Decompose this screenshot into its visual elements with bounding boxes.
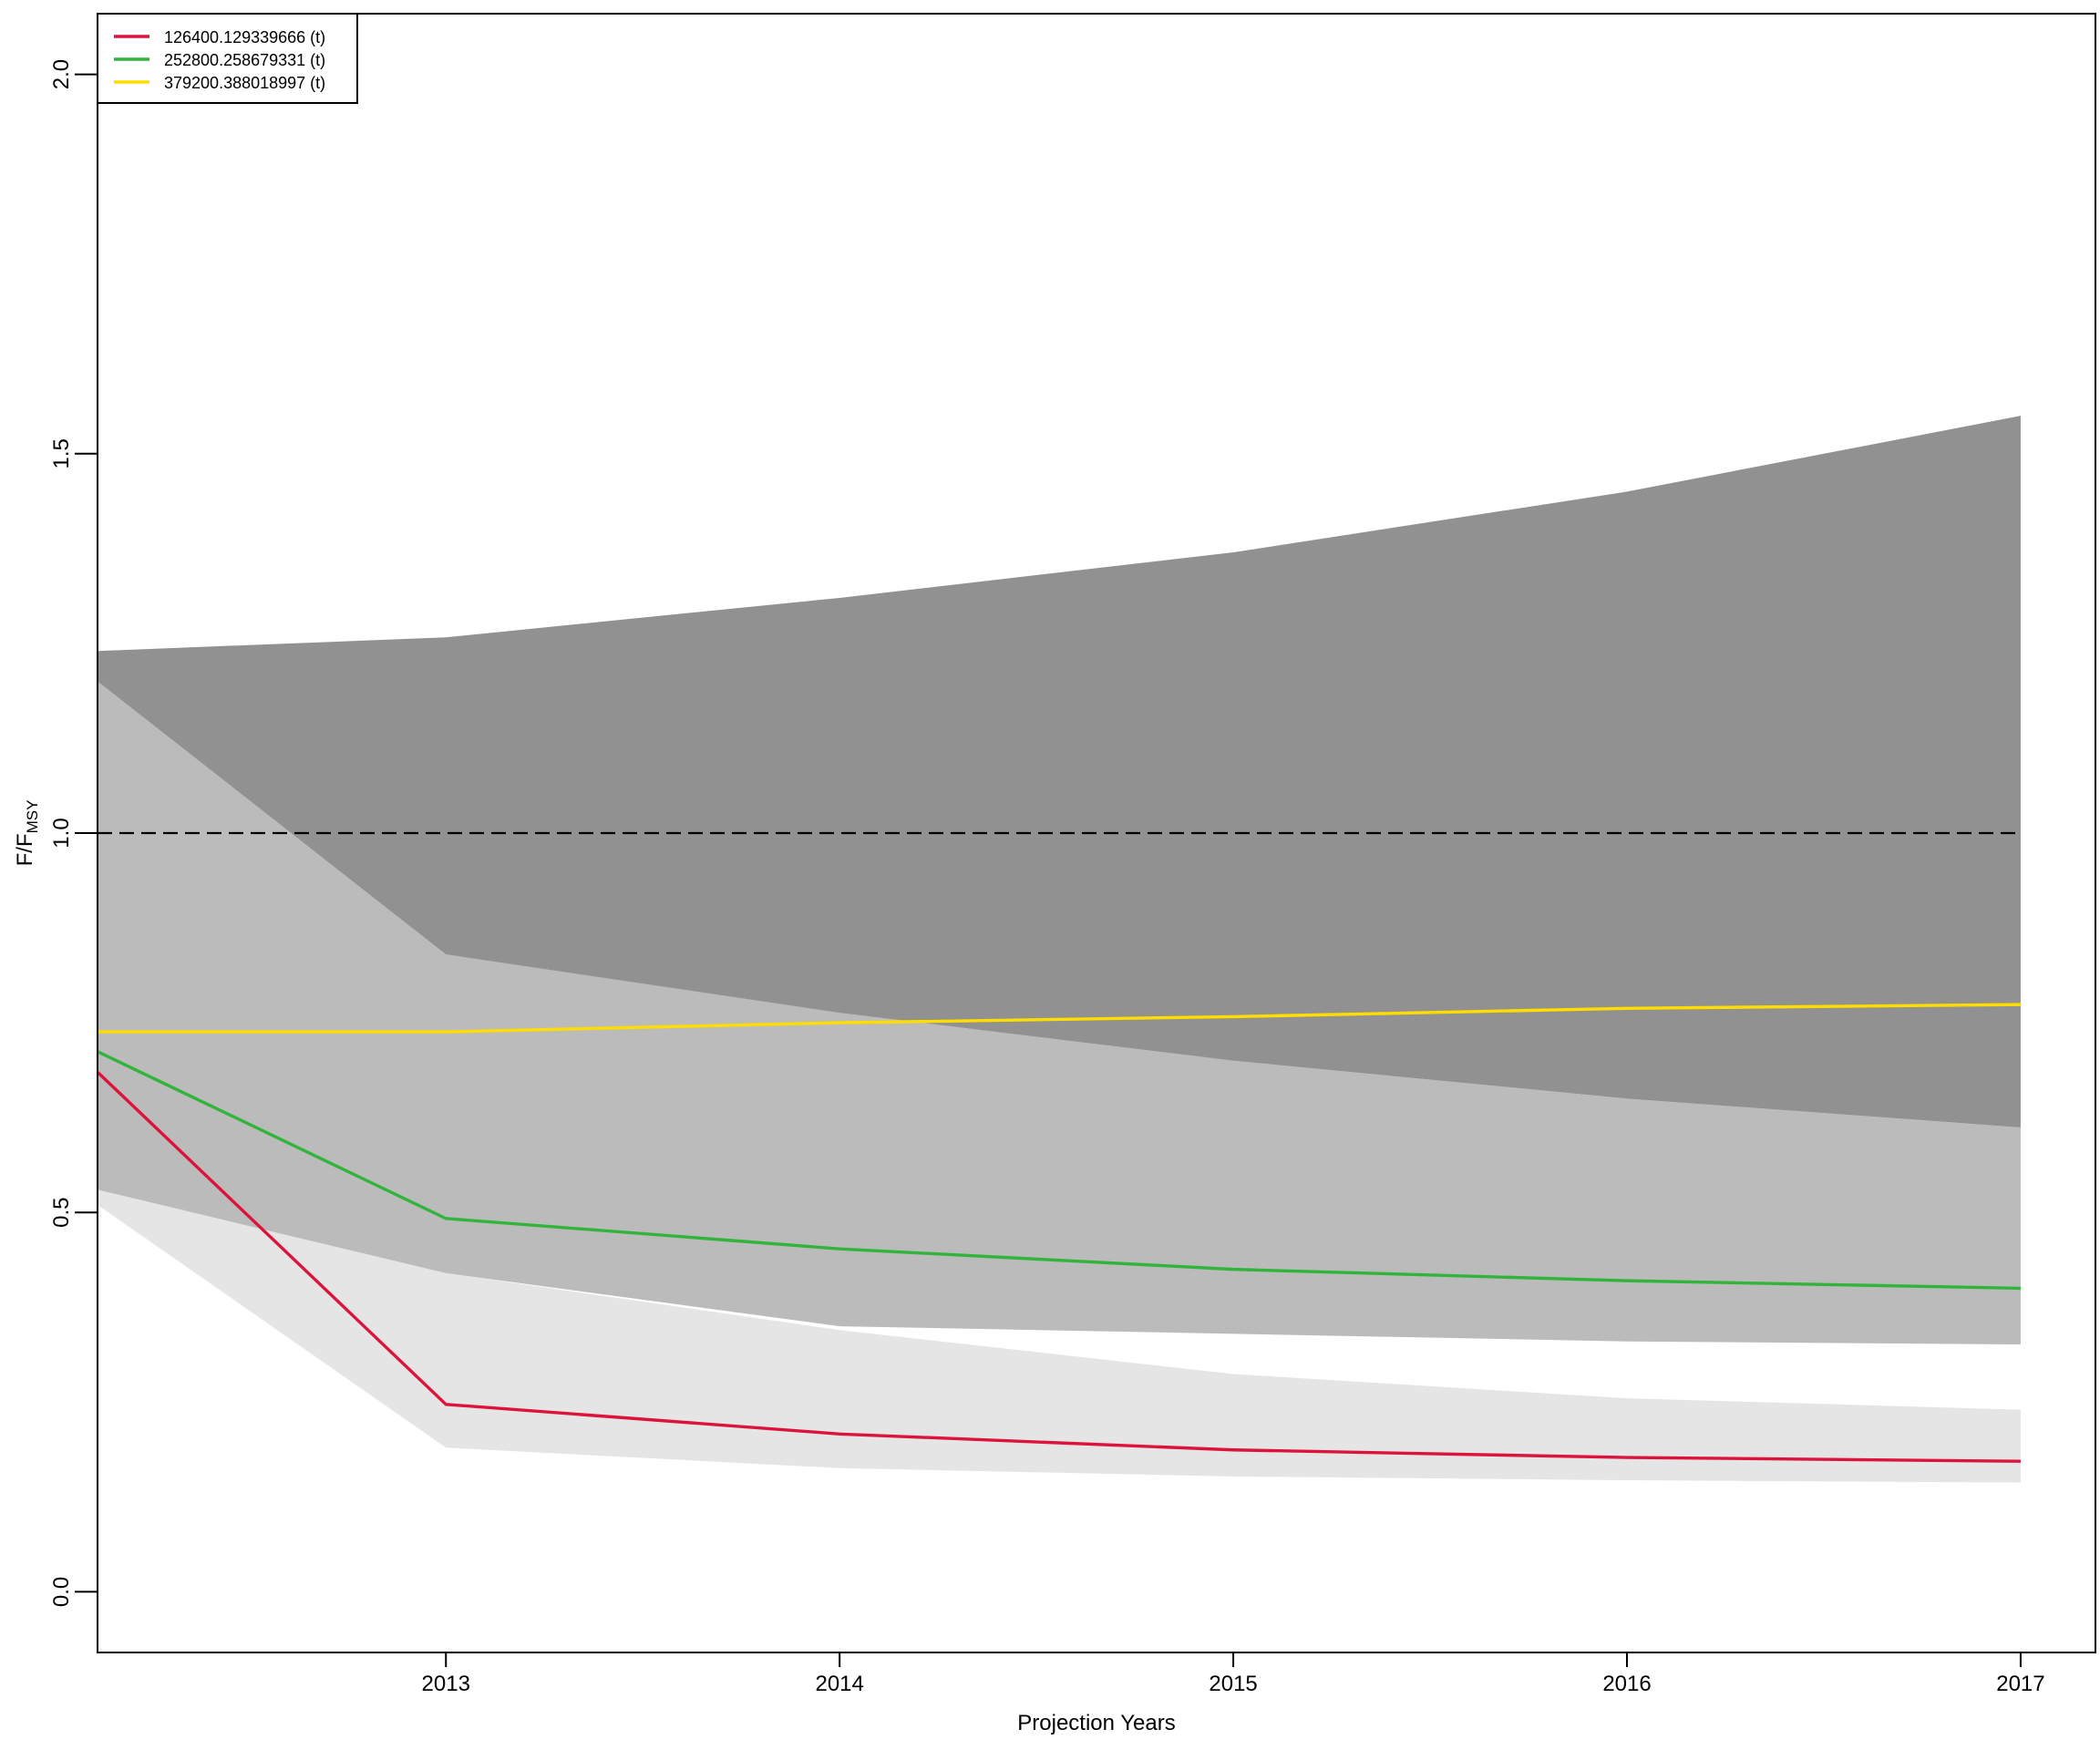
legend-label-1: 126400.129339666 (t) xyxy=(164,28,325,46)
series-line-3 xyxy=(98,1003,2021,1034)
x-tick-label-2014: 2014 xyxy=(815,1672,863,1696)
y-axis: 0.0 0.5 1.0 1.5 2.0 xyxy=(49,59,98,1607)
legend: 126400.129339666 (t) 252800.258679331 (t)… xyxy=(97,13,358,104)
y-tick-label-4: 2.0 xyxy=(49,59,74,89)
y-tick-label-0: 0.0 xyxy=(49,1577,74,1607)
series-line-2 xyxy=(97,1050,2021,1291)
band-2 xyxy=(98,681,2021,1345)
series-lines xyxy=(96,1003,2021,1463)
legend-items: 126400.129339666 (t) 252800.258679331 (t)… xyxy=(114,28,325,92)
legend-label-3: 379200.388018997 (t) xyxy=(164,74,325,92)
y-axis-label-main: F/F xyxy=(13,833,37,866)
confidence-bands xyxy=(98,416,2021,1483)
x-tick-label-2013: 2013 xyxy=(422,1672,470,1696)
y-tick-label-2: 1.0 xyxy=(49,818,74,848)
x-axis-label: Projection Years xyxy=(1017,1711,1175,1735)
y-tick-label-1: 0.5 xyxy=(49,1198,74,1228)
x-tick-label-2015: 2015 xyxy=(1209,1672,1257,1696)
y-axis-label-subscript: MSY xyxy=(24,800,41,834)
x-tick-label-2017: 2017 xyxy=(1996,1672,2044,1696)
band-1 xyxy=(98,719,2021,1483)
x-axis: 2013 2014 2015 2016 2017 xyxy=(422,1652,2045,1696)
y-tick-label-3: 1.5 xyxy=(49,438,74,468)
y-axis-label: F/FMSY xyxy=(13,800,41,867)
legend-label-2: 252800.258679331 (t) xyxy=(164,51,325,69)
x-tick-label-2016: 2016 xyxy=(1602,1672,1651,1696)
band-3 xyxy=(98,416,2021,1127)
series-line-1 xyxy=(96,1070,2021,1463)
